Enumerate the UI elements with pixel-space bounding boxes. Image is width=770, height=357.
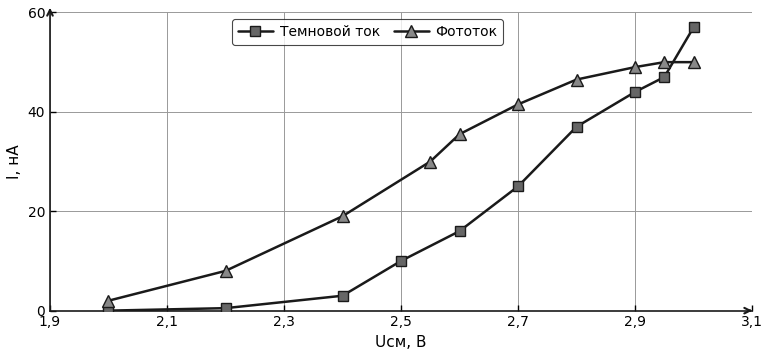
- Фототок: [514, 102, 523, 106]
- Фототок: [572, 77, 581, 82]
- Темновой ток: [221, 306, 230, 310]
- Фототок: [660, 60, 669, 64]
- Line: Темновой ток: Темновой ток: [104, 22, 698, 316]
- Фототок: [338, 214, 347, 218]
- Темновой ток: [455, 229, 464, 233]
- Темновой ток: [338, 293, 347, 298]
- Legend: Темновой ток, Фототок: Темновой ток, Фототок: [233, 19, 503, 45]
- Темновой ток: [104, 308, 113, 313]
- Фототок: [426, 159, 435, 164]
- Темновой ток: [514, 184, 523, 188]
- Фототок: [631, 65, 640, 69]
- X-axis label: Uсм, В: Uсм, В: [375, 335, 427, 350]
- Темновой ток: [572, 125, 581, 129]
- Фототок: [455, 132, 464, 136]
- Line: Фототок: Фототок: [102, 56, 700, 307]
- Фототок: [104, 298, 113, 303]
- Фототок: [221, 269, 230, 273]
- Y-axis label: I, нА: I, нА: [7, 144, 22, 179]
- Фототок: [689, 60, 698, 64]
- Темновой ток: [660, 75, 669, 79]
- Темновой ток: [631, 90, 640, 94]
- Темновой ток: [397, 259, 406, 263]
- Темновой ток: [689, 25, 698, 30]
